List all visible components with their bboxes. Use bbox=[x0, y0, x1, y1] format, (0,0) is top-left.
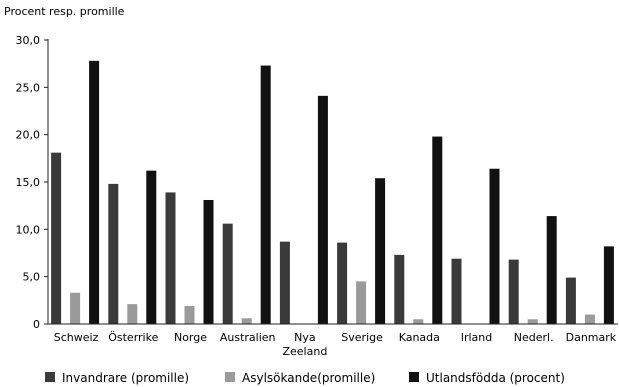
bar bbox=[451, 258, 462, 324]
y-tick-label: 0 bbox=[33, 318, 40, 331]
bar bbox=[432, 136, 443, 324]
y-tick-label: 30,0 bbox=[16, 34, 41, 47]
bar bbox=[127, 304, 138, 324]
y-tick-label: 20,0 bbox=[16, 129, 41, 142]
bar bbox=[222, 223, 233, 324]
legend-label: Asylsökande(promille) bbox=[242, 371, 375, 385]
y-axis-label: Procent resp. promille bbox=[4, 5, 125, 18]
x-tick-label: Sverige bbox=[341, 331, 383, 344]
bar bbox=[70, 292, 81, 324]
bar bbox=[356, 281, 367, 324]
y-tick-label: 10,0 bbox=[16, 223, 41, 236]
y-tick-label: 5,0 bbox=[23, 271, 41, 284]
bar bbox=[279, 241, 290, 324]
bar bbox=[394, 254, 405, 324]
x-tick-label: Österrike bbox=[108, 331, 158, 344]
bar bbox=[375, 178, 386, 324]
bar bbox=[260, 65, 271, 324]
bar bbox=[546, 216, 557, 324]
bar bbox=[508, 259, 519, 324]
x-tick-label: Nya bbox=[294, 331, 315, 344]
bar bbox=[317, 95, 328, 324]
x-tick-label: Zeeland bbox=[282, 345, 327, 358]
bar bbox=[565, 277, 576, 324]
x-tick-label: Australien bbox=[220, 331, 276, 344]
bar bbox=[337, 242, 348, 324]
bar bbox=[51, 152, 62, 324]
bar bbox=[603, 246, 614, 324]
bar bbox=[184, 306, 195, 324]
legend-swatch bbox=[225, 372, 235, 382]
bar bbox=[146, 170, 157, 324]
bar bbox=[108, 183, 119, 324]
x-tick-label: Kanada bbox=[399, 331, 440, 344]
bar bbox=[584, 314, 595, 324]
x-tick-label: Nederl. bbox=[514, 331, 554, 344]
bar bbox=[489, 168, 500, 324]
bar bbox=[413, 319, 424, 324]
x-tick-label: Schweiz bbox=[54, 331, 99, 344]
legend-label: Invandrare (promille) bbox=[62, 371, 189, 385]
y-tick-label: 15,0 bbox=[16, 176, 41, 189]
bar bbox=[203, 199, 214, 324]
legend-swatch bbox=[45, 372, 55, 382]
x-tick-label: Norge bbox=[174, 331, 207, 344]
bar bbox=[89, 60, 100, 325]
bar bbox=[527, 319, 538, 324]
x-tick-label: Irland bbox=[461, 331, 493, 344]
bar bbox=[165, 192, 176, 324]
y-tick-label: 25,0 bbox=[16, 81, 41, 94]
legend-swatch bbox=[409, 372, 419, 382]
bar bbox=[241, 318, 252, 324]
legend-label: Utlandsfödda (procent) bbox=[426, 371, 565, 385]
x-tick-label: Danmark bbox=[566, 331, 617, 344]
